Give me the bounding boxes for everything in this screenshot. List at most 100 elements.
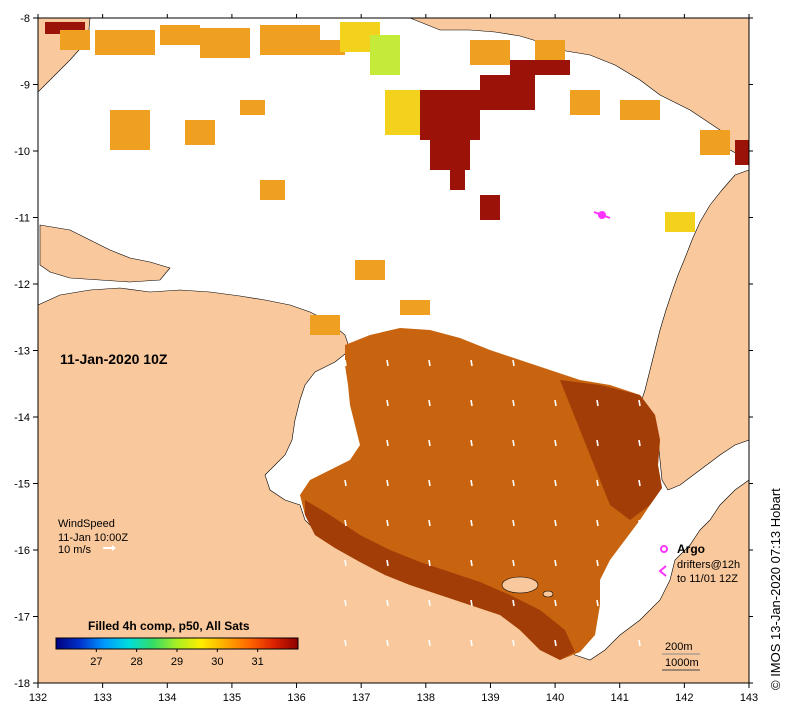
wind-arrow (386, 399, 389, 407)
wind-arrow (554, 559, 557, 567)
y-tick-label: -8 (20, 13, 30, 25)
argo-float-track (593, 211, 611, 219)
wind-arrow (596, 639, 599, 647)
colorbar-tick-label: 31 (252, 656, 264, 668)
x-tick-label: 142 (675, 692, 693, 704)
wind-arrow (428, 639, 431, 647)
sst-patch (320, 40, 345, 55)
wind-arrow (344, 399, 347, 407)
y-tick-label: -17 (14, 612, 30, 624)
sst-patch (735, 140, 749, 165)
wind-arrow (470, 439, 473, 447)
colorbar-tick-label: 28 (131, 656, 143, 668)
x-tick-label: 138 (417, 692, 435, 704)
wind-arrow (638, 439, 641, 447)
sst-patch (95, 30, 155, 55)
colorbar: 27 28 29 30 31 (55, 637, 299, 668)
sst-patch (570, 90, 600, 115)
drifter-legend-icon (658, 565, 667, 577)
wind-arrow (638, 519, 641, 527)
sst-patch (260, 180, 285, 200)
sst-patch (160, 25, 200, 45)
y-tick-label: -11 (15, 213, 30, 225)
wind-arrow (596, 599, 599, 607)
wind-arrow (512, 599, 515, 607)
y-tick-label: -15 (14, 479, 30, 491)
wind-arrow (638, 359, 641, 367)
wind-arrow (596, 559, 599, 567)
y-tick-label: -16 (14, 545, 30, 557)
x-tick-label: 135 (223, 692, 241, 704)
wind-arrow (554, 359, 557, 367)
sst-patch (310, 315, 340, 335)
wind-arrow (470, 519, 473, 527)
island-mornington (501, 576, 539, 594)
argo-legend-icon (660, 545, 668, 553)
sst-patch (240, 100, 265, 115)
sst-patch (110, 110, 150, 150)
wind-scale-arrowhead-icon (112, 545, 116, 551)
wind-arrow (554, 519, 557, 527)
drifters-to-label: to 11/01 12Z (677, 573, 738, 585)
wind-arrow (512, 479, 515, 487)
wind-arrow (470, 559, 473, 567)
y-tick-label: -14 (14, 412, 30, 424)
colorbar-tick-label: 29 (171, 656, 183, 668)
wind-arrow (386, 359, 389, 367)
sst-patch (60, 30, 90, 50)
wind-arrow (344, 519, 347, 527)
wind-arrow (554, 479, 557, 487)
wind-arrow (428, 439, 431, 447)
wind-arrow (386, 639, 389, 647)
wind-arrow (470, 639, 473, 647)
wind-arrow (554, 599, 557, 607)
wind-arrow (428, 479, 431, 487)
wind-arrows (344, 359, 641, 647)
sst-gulf-south (305, 500, 575, 660)
wind-arrow (344, 639, 347, 647)
x-tick-label: 141 (611, 692, 629, 704)
x-tick-label: 133 (93, 692, 111, 704)
y-tick-label: -9 (20, 80, 30, 92)
wind-arrow (344, 559, 347, 567)
wind-arrow (470, 359, 473, 367)
wind-arrow (554, 439, 557, 447)
wind-arrow (512, 439, 515, 447)
x-axis: 132 133 134 135 136 137 138 139 140 141 142 143 (29, 14, 758, 704)
wind-arrow (512, 519, 515, 527)
wind-arrow (386, 599, 389, 607)
x-tick-label: 134 (158, 692, 176, 704)
sst-patch (480, 195, 500, 220)
sst-patch (450, 150, 465, 190)
wind-arrow (596, 439, 599, 447)
colorbar-title: Filled 4h comp, p50, All Sats (88, 619, 250, 633)
sst-patch (620, 100, 660, 120)
colorbar-tick-label: 30 (211, 656, 223, 668)
wind-arrow (512, 639, 515, 647)
wind-arrow (512, 359, 515, 367)
sst-patch (185, 120, 215, 145)
colorbar-gradient (55, 637, 299, 650)
wind-scale: 10 m/s (58, 544, 92, 556)
drifters-legend-label: drifters@12h (677, 559, 740, 571)
sst-gulf-east (560, 380, 662, 520)
wind-arrow (596, 519, 599, 527)
map-title: 11-Jan-2020 10Z (60, 351, 168, 367)
argo-float (593, 211, 611, 219)
sst-patch (535, 40, 565, 60)
wind-arrow (386, 439, 389, 447)
sst-patch (370, 35, 400, 75)
wind-arrow (596, 359, 599, 367)
y-tick-label: -10 (14, 146, 30, 158)
colorbar-tick-label: 27 (90, 656, 102, 668)
wind-arrow (428, 559, 431, 567)
wind-arrow (470, 399, 473, 407)
wind-arrow (512, 559, 515, 567)
sst-patch (510, 60, 570, 75)
wind-arrow (638, 559, 641, 567)
sst-patch (665, 212, 695, 232)
wind-arrow (428, 519, 431, 527)
wind-arrow (596, 479, 599, 487)
sst-patch (700, 130, 730, 155)
